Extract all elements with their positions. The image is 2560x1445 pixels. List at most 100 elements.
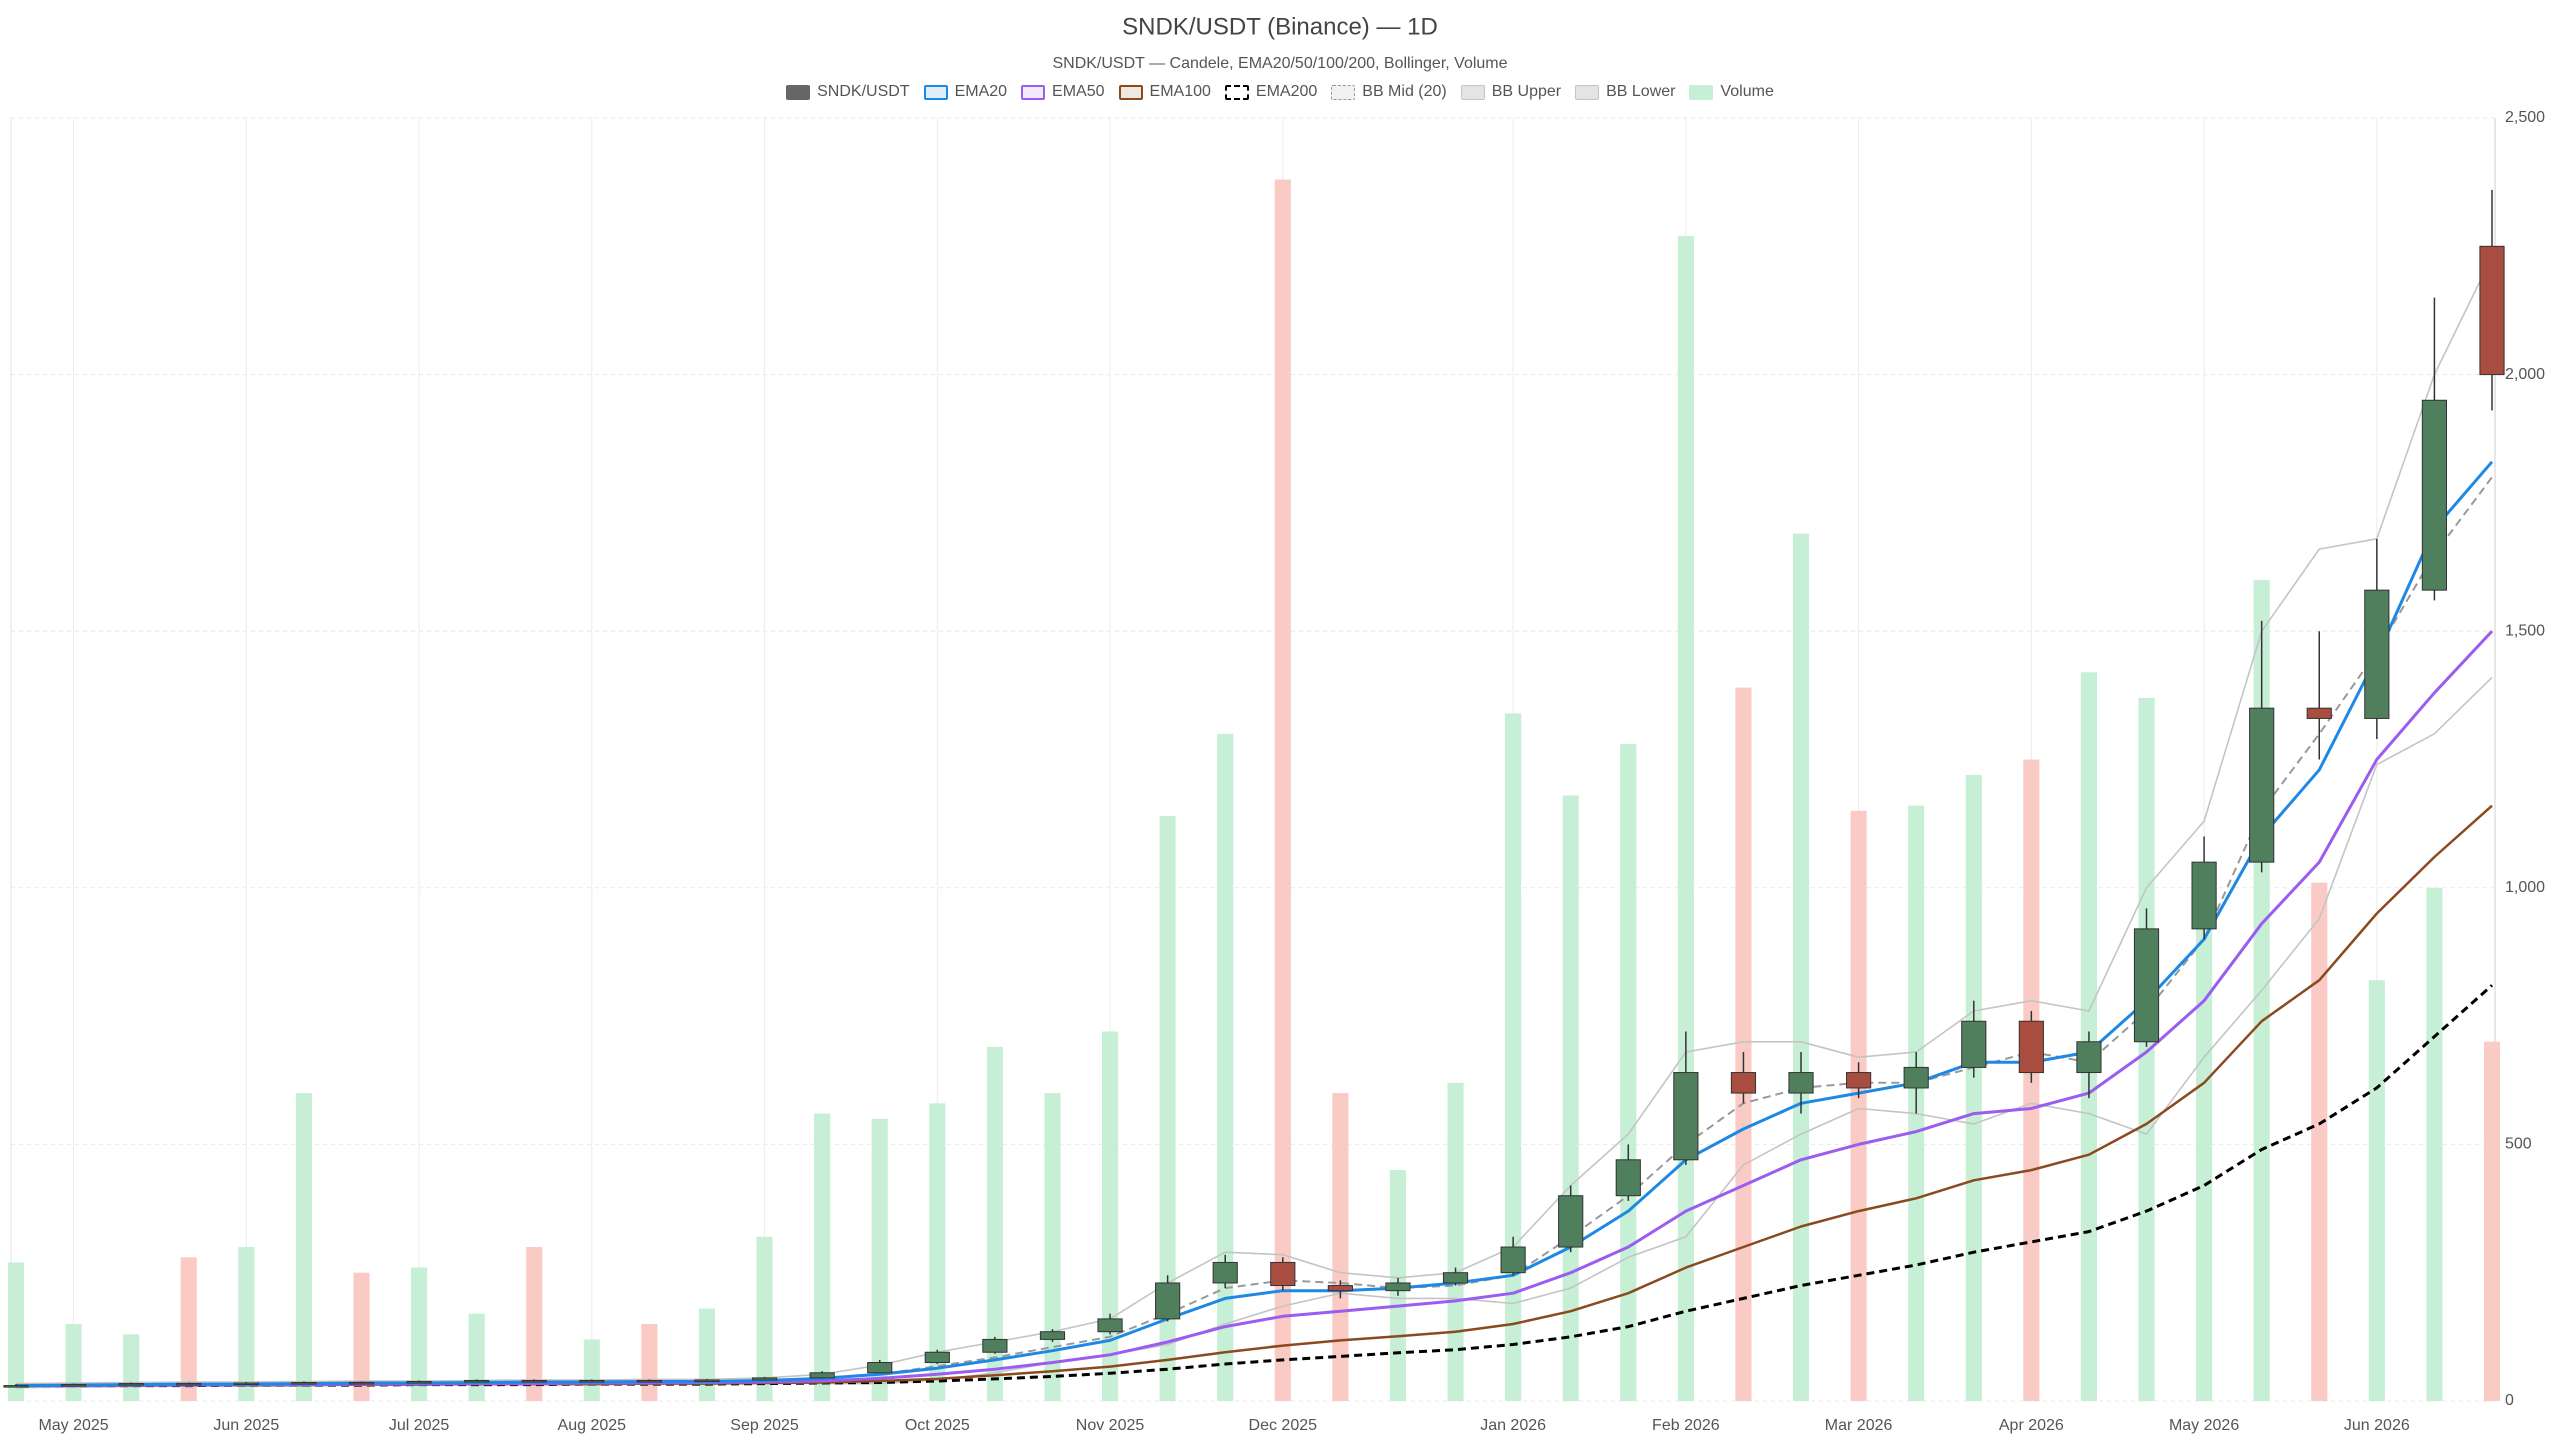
candle-body: [2018, 1020, 2044, 1074]
volume-bar: [1735, 687, 1752, 1401]
volume-bar: [2138, 697, 2155, 1401]
candle-body: [2421, 399, 2448, 591]
volume-bar: [2426, 887, 2443, 1401]
candle-body: [1788, 1072, 1814, 1094]
legend-swatch: [786, 84, 811, 100]
volume-bar: [1217, 733, 1234, 1401]
legend-swatch: [1118, 84, 1143, 100]
y-tick-label: 2,500: [2505, 109, 2545, 126]
candle-body: [464, 1379, 490, 1383]
volume-bar: [986, 1046, 1003, 1401]
volume-bar: [2311, 882, 2328, 1401]
volume-bar: [526, 1247, 543, 1401]
x-tick-label: Jul 2025: [389, 1417, 450, 1434]
candle-body: [1385, 1282, 1411, 1292]
x-tick-label: Apr 2026: [1999, 1417, 2064, 1434]
y-tick-label: 1,500: [2505, 622, 2545, 639]
legend-label: EMA100: [1149, 83, 1211, 100]
candle-body: [1615, 1159, 1641, 1197]
x-tick-label: Mar 2026: [1825, 1417, 1893, 1434]
y-tick-label: 1,000: [2505, 879, 2545, 896]
candles: [3, 189, 2505, 1388]
candle-body: [233, 1382, 259, 1386]
volume-bar: [180, 1257, 197, 1401]
volume-bar: [1159, 815, 1176, 1401]
legend-item[interactable]: EMA50: [1021, 83, 1105, 101]
legend-swatch: [1331, 84, 1356, 100]
candle-body: [118, 1383, 144, 1386]
y-tick-label: 2,000: [2505, 366, 2545, 383]
legend-item[interactable]: SNDK/USDT: [786, 83, 910, 101]
volume-bar: [1792, 533, 1810, 1401]
legend-item[interactable]: BB Upper: [1460, 83, 1562, 101]
candle-body: [2076, 1041, 2102, 1074]
legend-item[interactable]: Volume: [1689, 83, 1774, 101]
candle-body: [521, 1379, 547, 1383]
candle-body: [291, 1382, 317, 1385]
chart-title: SNDK/USDT (Binance) — 1D: [1122, 13, 1438, 40]
legend-item[interactable]: EMA200: [1224, 83, 1318, 101]
candle-body: [2249, 707, 2275, 863]
y-tick-label: 500: [2505, 1136, 2532, 1153]
candle-body: [1730, 1072, 1757, 1094]
legend-label: BB Lower: [1606, 83, 1676, 100]
line-series: [15, 256, 2493, 1385]
volume-bar: [468, 1313, 485, 1401]
candle-body: [2364, 589, 2390, 719]
x-tick-label: Sep 2025: [730, 1417, 799, 1434]
legend-label: BB Upper: [1491, 83, 1562, 100]
candle-body: [1558, 1195, 1584, 1248]
legend-item[interactable]: BB Mid (20): [1331, 83, 1447, 101]
candle-body: [1155, 1282, 1181, 1320]
candle-body: [3, 1385, 29, 1388]
candle-body: [1846, 1072, 1872, 1089]
volume-bar: [756, 1236, 773, 1401]
x-tick-label: Aug 2025: [558, 1417, 627, 1434]
volume-bar: [1274, 179, 1291, 1402]
volume-bar: [2368, 980, 2385, 1401]
candle-body: [982, 1338, 1008, 1353]
legend-label: EMA50: [1052, 83, 1105, 100]
chart-subtitle: SNDK/USDT — Candele, EMA20/50/100/200, B…: [1052, 55, 1507, 72]
legend-label: EMA200: [1255, 83, 1318, 100]
line-series: [16, 630, 2494, 1388]
y-tick-label: 0: [2505, 1392, 2514, 1409]
volume-bar: [583, 1339, 600, 1401]
legend-item[interactable]: EMA20: [923, 83, 1008, 101]
volume-bar: [2196, 892, 2213, 1401]
volume-bar: [65, 1324, 82, 1401]
candle-body: [1673, 1072, 1699, 1161]
legend-label: SNDK/USDT: [817, 83, 910, 100]
volume-bar: [238, 1247, 255, 1401]
x-tick-label: May 2026: [2169, 1417, 2239, 1434]
candle-body: [2306, 707, 2332, 719]
candle-body: [1442, 1272, 1469, 1284]
volume-bar: [1044, 1093, 1061, 1401]
candle-body: [1097, 1318, 1123, 1333]
volume-bar: [929, 1103, 946, 1401]
x-tick-label: Nov 2025: [1076, 1417, 1145, 1434]
legend-swatch: [1021, 84, 1046, 100]
candle-body: [809, 1372, 835, 1379]
volume-bar: [1332, 1093, 1349, 1401]
x-tick-label: Jun 2026: [2344, 1417, 2410, 1434]
x-tick-label: Feb 2026: [1652, 1417, 1720, 1434]
legend-item[interactable]: EMA100: [1118, 83, 1211, 101]
volume-bar: [871, 1118, 888, 1401]
line-series: [15, 676, 2493, 1389]
candle-body: [1500, 1246, 1526, 1274]
volume-bar: [1850, 810, 1867, 1401]
legend-label: EMA20: [954, 83, 1008, 100]
volume-bar: [1677, 236, 1694, 1401]
candle-body: [60, 1384, 87, 1387]
legend-swatch: [923, 84, 948, 100]
candle-body: [636, 1379, 662, 1383]
legend-item[interactable]: BB Lower: [1575, 83, 1675, 101]
volume-bar: [1620, 744, 1637, 1401]
candle-body: [1270, 1261, 1296, 1287]
volume-bar: [7, 1262, 25, 1401]
candle-body: [2133, 928, 2160, 1043]
candle-body: [694, 1379, 720, 1382]
